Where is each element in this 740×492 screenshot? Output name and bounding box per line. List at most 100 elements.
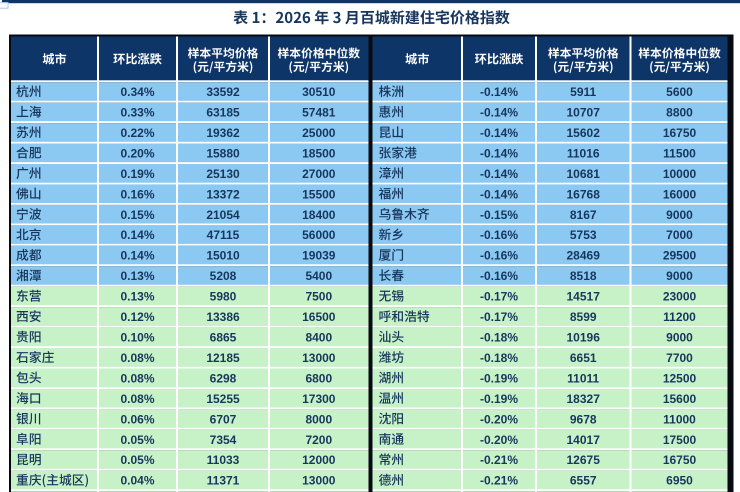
svg-text:0.13%: 0.13% xyxy=(120,290,154,304)
svg-text:9000: 9000 xyxy=(666,331,693,345)
svg-text:6707: 6707 xyxy=(210,412,237,426)
svg-text:0.33%: 0.33% xyxy=(120,106,154,120)
svg-text:0.19%: 0.19% xyxy=(120,167,154,181)
svg-text:-0.15%: -0.15% xyxy=(480,208,518,222)
svg-text:17500: 17500 xyxy=(663,433,697,447)
svg-text:11000: 11000 xyxy=(663,412,696,426)
svg-text:9000: 9000 xyxy=(666,208,693,222)
svg-text:5980: 5980 xyxy=(210,290,237,304)
svg-text:19362: 19362 xyxy=(206,126,240,140)
svg-text:7354: 7354 xyxy=(210,433,237,447)
svg-text:0.22%: 0.22% xyxy=(120,126,154,140)
svg-text:-0.18%: -0.18% xyxy=(480,351,518,365)
svg-text:57481: 57481 xyxy=(302,106,336,120)
svg-text:7500: 7500 xyxy=(305,290,332,304)
svg-text:30510: 30510 xyxy=(302,85,336,99)
svg-text:-0.20%: -0.20% xyxy=(480,412,518,426)
svg-text:8599: 8599 xyxy=(570,310,597,324)
svg-text:15602: 15602 xyxy=(567,126,601,140)
svg-text:18327: 18327 xyxy=(567,392,601,406)
svg-text:18500: 18500 xyxy=(302,146,336,160)
svg-text:8518: 8518 xyxy=(570,269,597,283)
svg-text:11033: 11033 xyxy=(207,453,240,467)
svg-text:14017: 14017 xyxy=(567,433,601,447)
svg-text:23000: 23000 xyxy=(663,290,697,304)
svg-text:13000: 13000 xyxy=(302,474,336,488)
svg-text:63185: 63185 xyxy=(206,106,240,120)
svg-text:6298: 6298 xyxy=(210,371,237,385)
svg-text:-0.21%: -0.21% xyxy=(480,474,518,488)
svg-text:8800: 8800 xyxy=(666,106,693,120)
svg-text:-0.16%: -0.16% xyxy=(480,249,518,263)
svg-text:6950: 6950 xyxy=(666,474,693,488)
svg-text:11016: 11016 xyxy=(567,146,600,160)
svg-text:5400: 5400 xyxy=(305,269,332,283)
svg-text:-0.14%: -0.14% xyxy=(480,85,518,99)
svg-text:0.05%: 0.05% xyxy=(120,453,154,467)
svg-text:10681: 10681 xyxy=(567,167,601,181)
svg-text:0.12%: 0.12% xyxy=(120,310,154,324)
svg-text:-0.17%: -0.17% xyxy=(480,290,518,304)
svg-text:21054: 21054 xyxy=(206,208,240,222)
svg-text:8400: 8400 xyxy=(305,331,332,345)
svg-text:15255: 15255 xyxy=(206,392,240,406)
svg-text:17300: 17300 xyxy=(302,392,336,406)
svg-text:-0.14%: -0.14% xyxy=(480,167,518,181)
svg-text:0.08%: 0.08% xyxy=(120,371,154,385)
svg-text:13386: 13386 xyxy=(206,310,240,324)
svg-text:12000: 12000 xyxy=(302,453,336,467)
svg-text:9000: 9000 xyxy=(666,269,693,283)
svg-text:-0.17%: -0.17% xyxy=(480,310,518,324)
svg-text:11200: 11200 xyxy=(663,310,696,324)
svg-text:-0.14%: -0.14% xyxy=(480,146,518,160)
svg-text:15600: 15600 xyxy=(663,392,697,406)
svg-text:18400: 18400 xyxy=(302,208,336,222)
svg-text:5208: 5208 xyxy=(210,269,237,283)
svg-text:13000: 13000 xyxy=(302,351,336,365)
svg-text:0.04%: 0.04% xyxy=(120,474,154,488)
svg-text:8000: 8000 xyxy=(305,412,332,426)
svg-text:-0.20%: -0.20% xyxy=(480,433,518,447)
svg-text:5753: 5753 xyxy=(570,228,597,242)
svg-text:11371: 11371 xyxy=(207,474,240,488)
svg-text:-0.16%: -0.16% xyxy=(480,228,518,242)
svg-text:16750: 16750 xyxy=(663,453,697,467)
svg-text:0.13%: 0.13% xyxy=(120,269,154,283)
svg-text:16500: 16500 xyxy=(302,310,336,324)
svg-text:11500: 11500 xyxy=(663,146,696,160)
svg-text:8167: 8167 xyxy=(570,208,597,222)
svg-text:-0.14%: -0.14% xyxy=(480,187,518,201)
svg-text:25130: 25130 xyxy=(206,167,240,181)
svg-text:6865: 6865 xyxy=(210,331,237,345)
svg-text:-0.18%: -0.18% xyxy=(480,331,518,345)
svg-text:7000: 7000 xyxy=(666,228,693,242)
svg-text:56000: 56000 xyxy=(302,228,336,242)
svg-text:5911: 5911 xyxy=(570,85,596,99)
svg-text:9678: 9678 xyxy=(570,412,597,426)
svg-text:10707: 10707 xyxy=(567,106,601,120)
svg-text:16000: 16000 xyxy=(663,187,697,201)
svg-text:0.06%: 0.06% xyxy=(120,412,154,426)
svg-text:0.08%: 0.08% xyxy=(120,351,154,365)
svg-text:13372: 13372 xyxy=(206,187,240,201)
svg-text:15010: 15010 xyxy=(206,249,240,263)
svg-text:19039: 19039 xyxy=(302,249,336,263)
svg-text:0.34%: 0.34% xyxy=(120,85,154,99)
svg-text:6557: 6557 xyxy=(570,474,597,488)
svg-text:25000: 25000 xyxy=(302,126,336,140)
svg-text:6651: 6651 xyxy=(570,351,597,365)
svg-text:5600: 5600 xyxy=(666,85,693,99)
svg-text:47115: 47115 xyxy=(207,228,240,242)
svg-text:11011: 11011 xyxy=(567,371,599,385)
svg-text:-0.19%: -0.19% xyxy=(480,392,518,406)
svg-text:0.05%: 0.05% xyxy=(120,433,154,447)
svg-text:12185: 12185 xyxy=(206,351,240,365)
svg-text:12500: 12500 xyxy=(663,371,697,385)
svg-text:-0.16%: -0.16% xyxy=(480,269,518,283)
svg-text:29500: 29500 xyxy=(663,249,697,263)
svg-text:33592: 33592 xyxy=(206,85,240,99)
svg-text:15500: 15500 xyxy=(302,187,336,201)
svg-text:0.08%: 0.08% xyxy=(120,392,154,406)
svg-text:0.20%: 0.20% xyxy=(120,146,154,160)
svg-text:0.10%: 0.10% xyxy=(120,331,154,345)
